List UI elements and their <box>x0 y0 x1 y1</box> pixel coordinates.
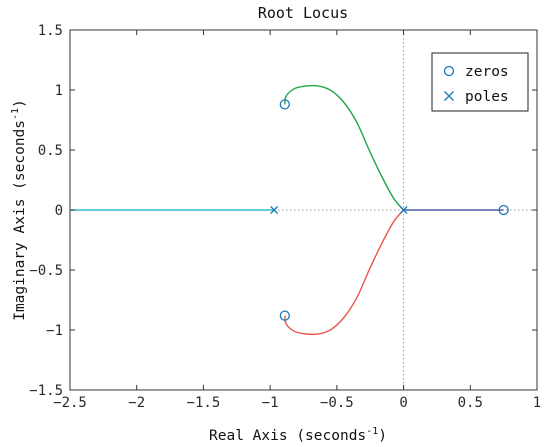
y-tick-label: 0.5 <box>38 143 63 159</box>
y-tick-label: −0.5 <box>29 263 63 279</box>
legend: zeros poles <box>431 52 529 112</box>
legend-poles-label: poles <box>465 89 509 105</box>
chart-title: Root Locus <box>258 4 348 22</box>
legend-zero-icon <box>443 65 455 77</box>
y-tick-label: −1.5 <box>29 383 63 399</box>
legend-box <box>431 52 529 112</box>
zero-marker-3 <box>498 204 509 216</box>
y-tick-label: 0 <box>55 203 63 219</box>
zero-marker-1 <box>279 99 290 110</box>
locus-branch-1 <box>284 84 405 211</box>
x-tick-label: −1.5 <box>187 395 221 411</box>
y-tick-label: 1.5 <box>38 23 63 39</box>
legend-zeros-label: zeros <box>465 64 509 80</box>
y-axis-label: Imaginary Axis (seconds-1) <box>10 99 28 321</box>
x-tick-label: −2.5 <box>53 395 87 411</box>
x-tick-label: −0.5 <box>320 395 354 411</box>
y-tick-label: −1 <box>46 323 63 339</box>
zero-marker-2 <box>279 310 290 321</box>
x-tick-label: −1 <box>262 395 279 411</box>
pole-marker-2 <box>399 206 408 214</box>
x-tick-label: 1 <box>533 395 541 411</box>
legend-pole-icon <box>444 91 454 101</box>
x-tick-label: 0 <box>399 395 407 411</box>
x-axis-label: Real Axis (seconds-1) <box>209 426 387 444</box>
locus-branch-2 <box>284 209 405 336</box>
x-tick-label: 0.5 <box>458 395 483 411</box>
pole-marker-1 <box>270 206 279 214</box>
x-tick-label: −2 <box>128 395 145 411</box>
y-tick-label: 1 <box>55 83 63 99</box>
